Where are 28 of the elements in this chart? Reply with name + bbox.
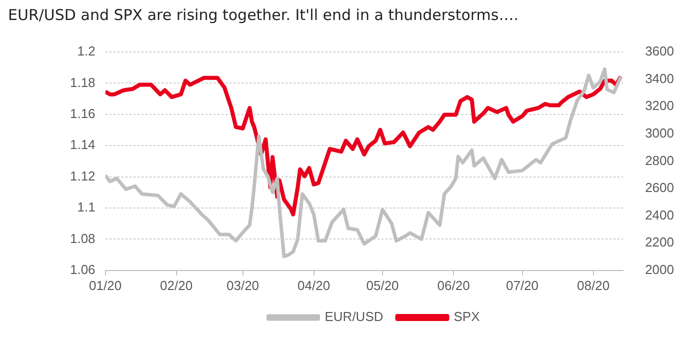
- x-tick-label: 07/20: [506, 278, 539, 293]
- y2-tick-label: 2400: [645, 207, 674, 222]
- y2-tick-label: 2200: [645, 234, 674, 250]
- legend-label: EUR/USD: [324, 309, 384, 324]
- y-tick-label: 1.08: [70, 230, 96, 246]
- y-tick-label: 1.16: [70, 106, 96, 121]
- y2-tick-label: 3400: [645, 70, 674, 86]
- y2-tick-label: 2000: [645, 262, 674, 277]
- x-tick-label: 05/20: [366, 278, 399, 293]
- legend-label: SPX: [454, 309, 480, 324]
- y-tick-label: 1.12: [70, 168, 96, 184]
- y2-tick-label: 3000: [645, 125, 674, 140]
- chart-title: EUR/USD and SPX are rising together. It'll end in a thunderstorms….: [8, 6, 518, 24]
- y-tick-label: 1.1: [77, 200, 96, 215]
- y-tick-label: 1.18: [70, 74, 96, 90]
- x-tick-label: 04/20: [298, 278, 330, 293]
- x-tick-label: 01/20: [89, 278, 122, 293]
- y-tick-label: 1.2: [77, 44, 96, 59]
- x-tick-label: 03/20: [226, 278, 260, 293]
- y2-tick-label: 2600: [645, 180, 674, 196]
- y2-tick-label: 3200: [645, 98, 674, 114]
- y-tick-label: 1.14: [70, 137, 96, 152]
- y2-tick-label: 2800: [645, 152, 674, 168]
- y-tick-label: 1.06: [70, 262, 96, 277]
- x-tick-label: 02/20: [160, 278, 193, 293]
- x-tick-label: 08/20: [577, 278, 610, 293]
- y2-tick-label: 3600: [645, 44, 674, 59]
- x-tick-label: 06/20: [437, 278, 470, 293]
